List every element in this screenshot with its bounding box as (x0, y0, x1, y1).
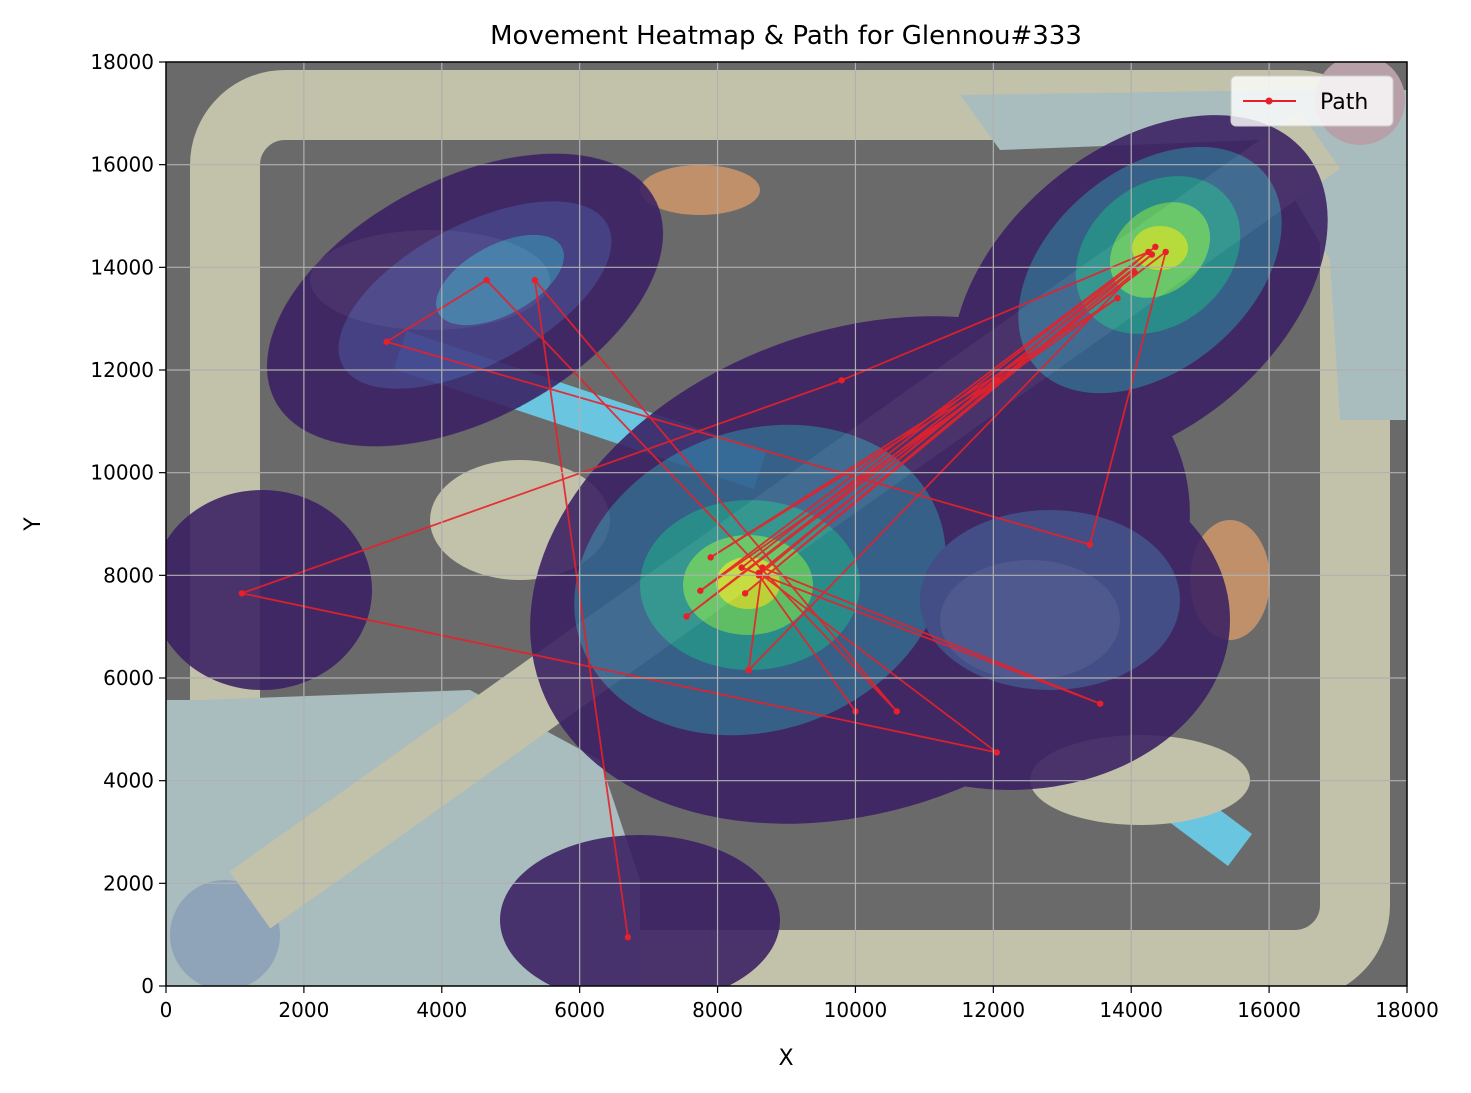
y-axis-title: Y (21, 517, 46, 532)
path-point-12 (759, 564, 766, 571)
path-point-15 (1152, 243, 1159, 250)
path-point-3 (483, 276, 490, 284)
legend: Path (1230, 75, 1394, 127)
x-axis: 0 2000 4000 6000 8000 10000 12000 14000 16000 180… (160, 986, 1439, 1022)
y-tick-label-6: 12000 (90, 358, 154, 382)
path-point-22 (238, 590, 246, 597)
x-tick-label-7: 14000 (1099, 998, 1163, 1022)
path-series (238, 243, 1169, 941)
path-point-4 (383, 338, 390, 345)
path-point-5 (1086, 541, 1094, 548)
path-point-1 (531, 276, 539, 284)
path-point-13 (1096, 700, 1104, 707)
y-tick-label-1: 2000 (103, 871, 154, 895)
y-tick-label-9: 18000 (90, 50, 154, 74)
path-point-14 (738, 564, 745, 571)
x-tick-label-3: 6000 (554, 998, 605, 1022)
path-point-16 (697, 587, 704, 594)
legend-path-marker (1265, 97, 1273, 105)
plot-area (166, 62, 1407, 986)
path-point-0 (624, 934, 632, 941)
x-axis-title: X (778, 1046, 793, 1071)
x-tick-label-1: 2000 (278, 998, 329, 1022)
x-tick-label-5: 10000 (824, 998, 888, 1022)
path-point-21 (993, 749, 1000, 756)
y-tick-label-7: 14000 (90, 255, 154, 279)
y-tick-label-8: 16000 (90, 153, 154, 177)
x-tick-label-9: 18000 (1375, 998, 1439, 1022)
y-tick-label-0: 0 (141, 974, 154, 998)
y-tick-label-4: 8000 (103, 563, 154, 587)
path-point-18 (707, 554, 714, 561)
legend-box (1230, 75, 1394, 127)
x-tick-label-2: 4000 (416, 998, 467, 1022)
path-point-7 (683, 613, 690, 620)
y-tick-label-5: 10000 (90, 461, 154, 485)
chart-title: Movement Heatmap & Path for Glennou#333 (490, 21, 1082, 51)
heatmap (166, 115, 1328, 986)
y-axis: 0 2000 4000 6000 8000 10000 12000 14000 16000 180… (90, 50, 166, 998)
grid (166, 62, 1407, 986)
path-point-17 (1114, 294, 1121, 302)
x-tick-label-0: 0 (160, 998, 173, 1022)
path-point-10 (1131, 269, 1138, 276)
path-point-24 (1145, 248, 1152, 256)
axes-frame (165, 61, 1408, 987)
path-point-6 (1162, 248, 1169, 256)
x-tick-label-6: 12000 (962, 998, 1026, 1022)
x-tick-label-8: 16000 (1237, 998, 1301, 1022)
path-point-23 (838, 377, 845, 384)
path-point-19 (993, 377, 1000, 384)
path-point-9 (741, 590, 749, 597)
x-tick-label-4: 8000 (692, 998, 743, 1022)
legend-path-label: Path (1320, 90, 1368, 115)
y-tick-label-3: 6000 (103, 666, 154, 690)
path-point-2 (893, 708, 901, 715)
path-point-11 (745, 667, 752, 674)
y-tick-label-2: 4000 (103, 769, 154, 793)
